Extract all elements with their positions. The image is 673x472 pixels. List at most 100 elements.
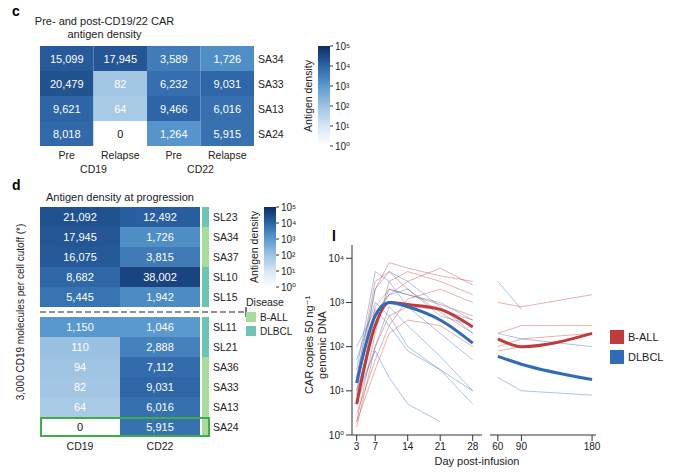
svg-text:SA13: SA13 [213, 401, 239, 413]
svg-text:SA13: SA13 [258, 103, 284, 115]
svg-text:82: 82 [74, 381, 86, 393]
svg-text:CD22: CD22 [187, 163, 214, 175]
svg-text:SA24: SA24 [213, 421, 239, 433]
svg-text:6,016: 6,016 [146, 401, 174, 413]
svg-text:SL21: SL21 [213, 341, 238, 353]
svg-text:10³: 10³ [330, 297, 345, 308]
svg-text:SA37: SA37 [213, 251, 239, 263]
svg-text:180: 180 [584, 441, 601, 452]
svg-text:90: 90 [516, 441, 528, 452]
svg-text:10⁵: 10⁵ [281, 202, 296, 213]
svg-text:Antigen density: Antigen density [302, 59, 314, 132]
svg-text:17,945: 17,945 [103, 53, 137, 65]
svg-text:15,099: 15,099 [50, 53, 84, 65]
svg-text:21: 21 [435, 441, 447, 452]
svg-text:16,075: 16,075 [63, 251, 97, 263]
svg-text:94: 94 [74, 361, 86, 373]
svg-text:64: 64 [74, 401, 86, 413]
html-text:Pre- and post-CD19/22 CAR anti: Pre- and post-CD19/22 CAR antigen densit… [34, 15, 175, 40]
svg-text:110: 110 [71, 341, 89, 353]
svg-text:1,726: 1,726 [213, 53, 241, 65]
svg-text:10³: 10³ [335, 81, 350, 92]
svg-text:10³: 10³ [281, 234, 296, 245]
svg-text:2,888: 2,888 [146, 341, 174, 353]
svg-text:SL23: SL23 [213, 211, 238, 223]
svg-text:SA33: SA33 [258, 78, 284, 90]
svg-text:10²: 10² [281, 250, 296, 261]
svg-text:3,000 CD19 molecules per cell: 3,000 CD19 molecules per cell cutoff (*) [15, 224, 26, 401]
svg-text:9,031: 9,031 [146, 381, 174, 393]
svg-text:1,942: 1,942 [146, 291, 174, 303]
html-text:DLBCL: DLBCL [628, 351, 664, 363]
svg-text:6,016: 6,016 [213, 103, 241, 115]
svg-text:10⁰: 10⁰ [281, 282, 296, 293]
svg-text:1,046: 1,046 [146, 321, 174, 333]
html-text:Day post-infusion: Day post-infusion [434, 455, 520, 467]
svg-text:Antigen density at progression: Antigen density at progression [46, 191, 194, 203]
svg-text:9,466: 9,466 [160, 103, 188, 115]
svg-text:17,945: 17,945 [63, 231, 97, 243]
svg-text:1,264: 1,264 [160, 128, 188, 140]
svg-text:5,915: 5,915 [213, 128, 241, 140]
svg-text:10⁵: 10⁵ [335, 41, 350, 52]
html-text:CAR copies 50 ng⁻¹ genomic DNA: CAR copies 50 ng⁻¹ genomic DNA [303, 295, 328, 395]
svg-text:14: 14 [402, 441, 414, 452]
svg-text:5,915: 5,915 [146, 421, 174, 433]
svg-text:Antigen density: Antigen density [248, 210, 260, 283]
svg-text:20,479: 20,479 [50, 78, 84, 90]
svg-text:B-ALL: B-ALL [260, 312, 288, 323]
svg-text:SL10: SL10 [213, 271, 238, 283]
svg-text:CD19: CD19 [80, 163, 107, 175]
svg-text:d: d [12, 177, 21, 193]
svg-text:3,815: 3,815 [146, 251, 174, 263]
svg-text:10⁴: 10⁴ [281, 218, 296, 229]
svg-text:SA36: SA36 [213, 361, 239, 373]
svg-text:CD22: CD22 [147, 440, 174, 452]
svg-text:1,726: 1,726 [146, 231, 174, 243]
svg-text:10⁴: 10⁴ [329, 253, 344, 264]
svg-text:c: c [12, 3, 20, 19]
svg-text:82: 82 [114, 78, 126, 90]
svg-text:10¹: 10¹ [330, 385, 345, 396]
svg-text:Disease: Disease [246, 296, 284, 308]
svg-text:7,112: 7,112 [147, 361, 174, 373]
svg-text:3: 3 [354, 441, 360, 452]
svg-text:10²: 10² [335, 101, 350, 112]
svg-text:CD19: CD19 [67, 440, 94, 452]
svg-text:10⁰: 10⁰ [329, 430, 344, 441]
svg-text:10⁰: 10⁰ [335, 141, 350, 152]
svg-text:Pre: Pre [59, 149, 76, 161]
svg-text:9,031: 9,031 [213, 78, 241, 90]
svg-text:8,682: 8,682 [66, 271, 94, 283]
svg-text:Pre: Pre [166, 149, 183, 161]
svg-text:21,092: 21,092 [63, 211, 97, 223]
svg-text:10¹: 10¹ [281, 266, 296, 277]
svg-text:6,232: 6,232 [160, 78, 188, 90]
svg-text:0: 0 [77, 421, 83, 433]
svg-text:DLBCL: DLBCL [260, 326, 293, 337]
html-text:B-ALL: B-ALL [628, 331, 659, 343]
svg-text:Relapse: Relapse [208, 149, 247, 161]
svg-text:10⁴: 10⁴ [335, 61, 350, 72]
svg-text:SL15: SL15 [213, 291, 238, 303]
svg-text:1,150: 1,150 [66, 321, 94, 333]
svg-text:38,002: 38,002 [143, 271, 177, 283]
svg-text:SA33: SA33 [213, 381, 239, 393]
svg-text:0: 0 [117, 128, 123, 140]
svg-text:7: 7 [372, 441, 378, 452]
svg-text:10²: 10² [330, 341, 345, 352]
svg-text:5,445: 5,445 [66, 291, 94, 303]
svg-text:SA34: SA34 [213, 231, 239, 243]
svg-text:12,492: 12,492 [143, 211, 177, 223]
svg-text:9,621: 9,621 [53, 103, 81, 115]
svg-text:3,589: 3,589 [160, 53, 188, 65]
svg-text:60: 60 [492, 441, 504, 452]
svg-text:8,018: 8,018 [53, 128, 81, 140]
svg-text:Relapse: Relapse [101, 149, 140, 161]
svg-text:SA24: SA24 [258, 128, 284, 140]
svg-text:28: 28 [467, 441, 479, 452]
svg-text:SA34: SA34 [258, 53, 284, 65]
svg-text:SL11: SL11 [213, 321, 237, 333]
svg-text:64: 64 [114, 103, 126, 115]
svg-text:10¹: 10¹ [335, 121, 350, 132]
